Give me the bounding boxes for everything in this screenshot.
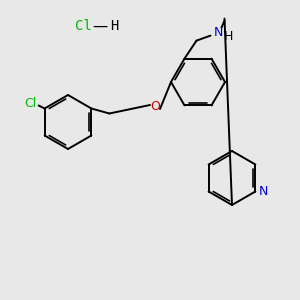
Text: Cl: Cl: [25, 97, 37, 110]
Text: O: O: [150, 100, 160, 113]
Text: N: N: [214, 26, 223, 39]
Text: Cl: Cl: [75, 19, 92, 33]
Text: N: N: [259, 185, 268, 198]
Text: —: —: [92, 19, 108, 34]
Text: H: H: [224, 30, 233, 43]
Text: H: H: [110, 19, 118, 33]
